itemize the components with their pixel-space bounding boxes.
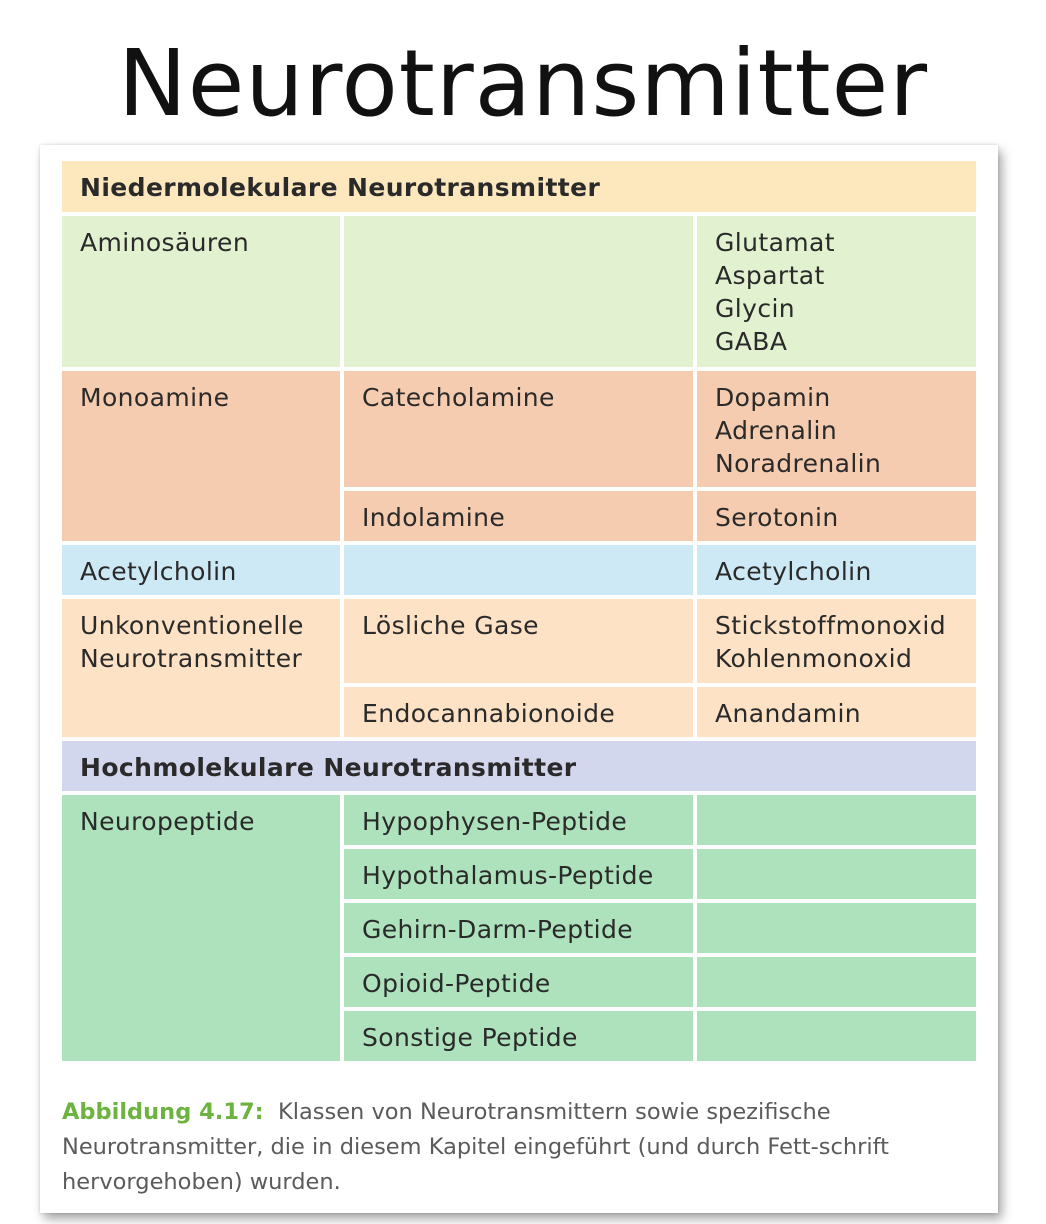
cell-acetylcholin-transmitters: Acetylcholin — [697, 545, 976, 595]
cell-loesliche-gase: Lösliche Gase — [344, 599, 693, 683]
figure-caption: Abbildung 4.17: Klassen von Neurotransmi… — [62, 1095, 962, 1200]
caption-text: Klassen von Neurotransmittern sowie spez… — [62, 1099, 889, 1195]
cell-endocannabionoide: Endocannabionoide — [344, 687, 693, 737]
cell-monoamine-class: Monoamine — [62, 371, 340, 541]
cell-unkonventionelle-class: Unkonventionelle Neurotransmitter — [62, 599, 340, 737]
cell-indolamine: Indolamine — [344, 491, 693, 541]
cell-acetylcholin-subclass — [344, 545, 693, 595]
cell-catecholamine-transmitters: Dopamin Adrenalin Noradrenalin — [697, 371, 976, 487]
cell-neuropeptide-subtype: Hypothalamus-Peptide — [344, 849, 693, 899]
cell-neuropeptide-class: Neuropeptide — [62, 795, 340, 1061]
cell-catecholamine: Catecholamine — [344, 371, 693, 487]
cell-neuropeptide-subtype: Sonstige Peptide — [344, 1011, 693, 1061]
cell-loesliche-gase-transmitters: Stickstoffmonoxid Kohlenmonoxid — [697, 599, 976, 683]
cell-neuropeptide-subtype: Hypophysen-Peptide — [344, 795, 693, 845]
cell-endocannabionoide-transmitters: Anandamin — [697, 687, 976, 737]
cell-neuropeptide-empty — [697, 903, 976, 953]
header-low-molecular: Niedermolekulare Neurotransmitter — [62, 161, 976, 212]
cell-neuropeptide-empty — [697, 849, 976, 899]
page-title: Neurotransmitter — [117, 30, 929, 137]
cell-aminosaeuren-class: Aminosäuren — [62, 216, 340, 367]
cell-indolamine-transmitters: Serotonin — [697, 491, 976, 541]
cell-acetylcholin-class: Acetylcholin — [62, 545, 340, 595]
cell-aminosaeuren-transmitters: Glutamat Aspartat Glycin GABA — [697, 216, 976, 367]
cell-aminosaeuren-subclass — [344, 216, 693, 367]
figure-card: Niedermolekulare Neurotransmitter Aminos… — [40, 145, 998, 1213]
cell-neuropeptide-empty — [697, 1011, 976, 1061]
caption-label: Abbildung 4.17: — [62, 1099, 264, 1125]
cell-neuropeptide-subtype: Gehirn-Darm-Peptide — [344, 903, 693, 953]
cell-neuropeptide-empty — [697, 795, 976, 845]
header-high-molecular: Hochmolekulare Neurotransmitter — [62, 741, 976, 791]
cell-neuropeptide-empty — [697, 957, 976, 1007]
cell-neuropeptide-subtype: Opioid-Peptide — [344, 957, 693, 1007]
